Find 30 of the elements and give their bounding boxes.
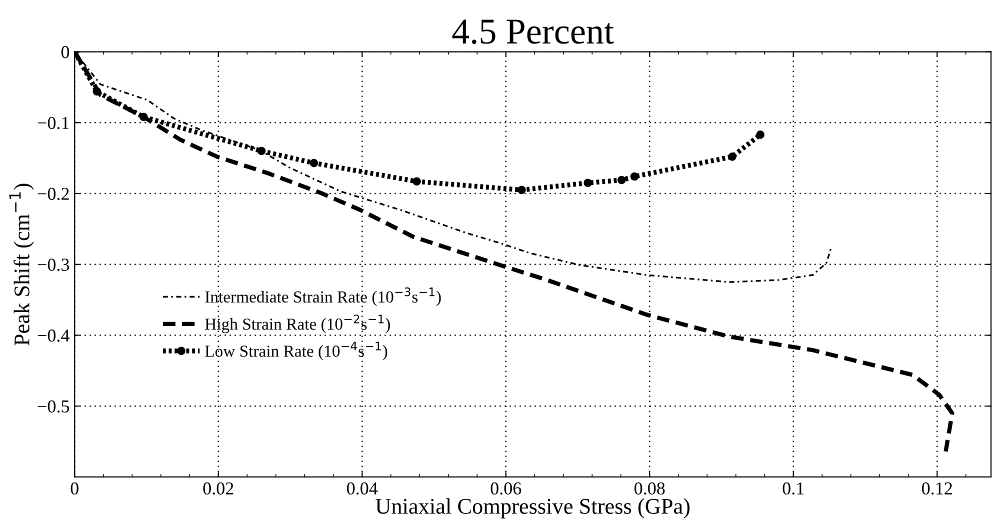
point: [584, 178, 592, 188]
x-tick-label: 0: [70, 482, 78, 495]
x-tick-label: 0.06: [490, 482, 522, 495]
chart-title: 4.5 Percent: [452, 20, 614, 44]
y-tick-label: −0.5: [38, 400, 70, 413]
point: [518, 186, 526, 194]
x-tick-label: 0.04: [347, 482, 378, 495]
y-tick-label: −0.2: [38, 188, 69, 200]
legend-label: High Strain Rate (10$^{−2}$s$^{−1}$): [205, 314, 390, 334]
x-tick-label: 0.1: [782, 482, 804, 495]
x-tick-label: 0.12: [922, 482, 952, 495]
point: [756, 130, 764, 139]
point: [257, 146, 266, 156]
y-tick-label: −0.1: [38, 116, 69, 130]
point: [412, 177, 421, 186]
legend-label: Intermediate Strain Rate (10$^{−3}$s$^{−1}$): [205, 287, 441, 306]
y-tick-label: −0.4: [38, 330, 70, 342]
point: [92, 87, 102, 96]
y-tick-label: 0: [61, 46, 70, 58]
point: [310, 158, 318, 168]
point: [617, 176, 626, 184]
x-tick-label: 0.08: [634, 482, 665, 495]
y-tick-label: −0.3: [38, 258, 70, 271]
point: [139, 112, 148, 122]
point: [728, 152, 736, 161]
point: [630, 172, 639, 181]
y-axis-title: Peak Shift (cm$^{−1}$): [9, 184, 34, 346]
x-axis-title: Uniaxial Compressive Stress (GPa): [376, 498, 690, 518]
legend-label: Low Strain Rate (10$^{−4}$s$^{−1}$): [205, 342, 388, 360]
x-tick-label: 0.02: [203, 482, 234, 495]
